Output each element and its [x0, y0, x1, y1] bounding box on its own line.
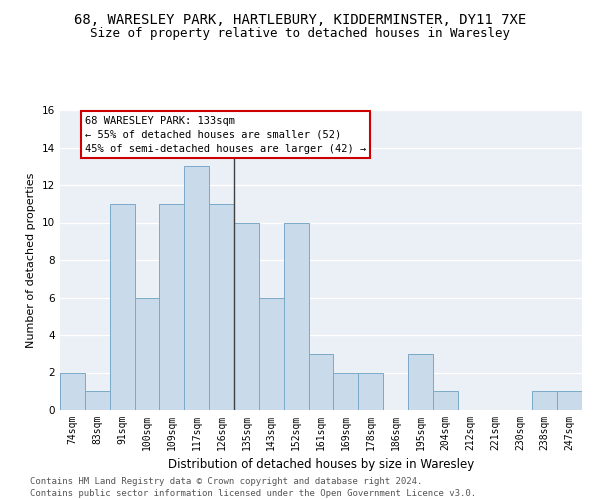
- Bar: [209, 204, 234, 410]
- Text: Size of property relative to detached houses in Waresley: Size of property relative to detached ho…: [90, 28, 510, 40]
- Text: Contains HM Land Registry data © Crown copyright and database right 2024.: Contains HM Land Registry data © Crown c…: [30, 478, 422, 486]
- Bar: [85, 391, 110, 410]
- Bar: [358, 372, 383, 410]
- Bar: [160, 204, 184, 410]
- X-axis label: Distribution of detached houses by size in Waresley: Distribution of detached houses by size …: [168, 458, 474, 471]
- Bar: [532, 391, 557, 410]
- Bar: [60, 372, 85, 410]
- Bar: [308, 354, 334, 410]
- Text: 68 WARESLEY PARK: 133sqm
← 55% of detached houses are smaller (52)
45% of semi-d: 68 WARESLEY PARK: 133sqm ← 55% of detach…: [85, 116, 366, 154]
- Bar: [259, 298, 284, 410]
- Text: 68, WARESLEY PARK, HARTLEBURY, KIDDERMINSTER, DY11 7XE: 68, WARESLEY PARK, HARTLEBURY, KIDDERMIN…: [74, 12, 526, 26]
- Text: Contains public sector information licensed under the Open Government Licence v3: Contains public sector information licen…: [30, 489, 476, 498]
- Bar: [234, 222, 259, 410]
- Bar: [408, 354, 433, 410]
- Bar: [134, 298, 160, 410]
- Bar: [184, 166, 209, 410]
- Bar: [557, 391, 582, 410]
- Bar: [110, 204, 134, 410]
- Bar: [284, 222, 308, 410]
- Y-axis label: Number of detached properties: Number of detached properties: [26, 172, 37, 348]
- Bar: [334, 372, 358, 410]
- Bar: [433, 391, 458, 410]
